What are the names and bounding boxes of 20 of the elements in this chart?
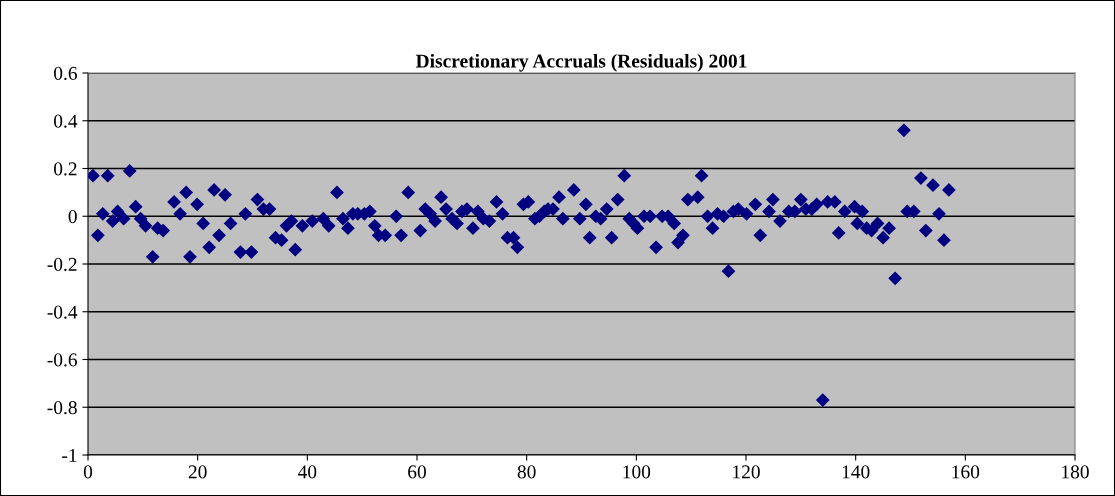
x-tick-label: 100 xyxy=(623,465,651,479)
y-tick-label: -0.6 xyxy=(47,353,77,367)
x-tick-label: 0 xyxy=(83,465,93,479)
x-tick-label: 80 xyxy=(517,465,536,479)
x-tick-label: 20 xyxy=(188,465,207,479)
y-tick-label: 0.6 xyxy=(54,66,77,81)
x-tick-label: 60 xyxy=(408,465,426,479)
y-tick-label: -1 xyxy=(62,448,77,462)
y-tick-label: 0.4 xyxy=(54,114,78,128)
chart-title: Discretionary Accruals (Residuals) 2001 xyxy=(415,53,747,72)
x-tick-label: 120 xyxy=(733,465,760,479)
x-tick-label: 140 xyxy=(842,465,870,479)
x-tick-label: 40 xyxy=(297,465,317,479)
y-tick-label: -0.8 xyxy=(47,401,77,415)
y-tick-label: 0.2 xyxy=(54,162,77,176)
x-tick-label: 160 xyxy=(952,465,980,479)
y-tick-label: -0.2 xyxy=(47,257,77,272)
y-tick-label: 0 xyxy=(68,210,77,224)
y-tick-label: -0.4 xyxy=(47,305,78,319)
x-tick-label: 180 xyxy=(1062,465,1089,479)
